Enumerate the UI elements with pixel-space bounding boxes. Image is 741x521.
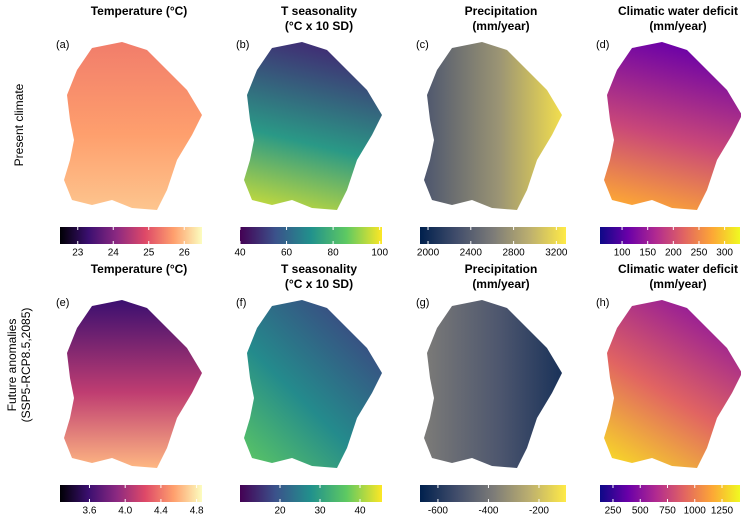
panel-letter: (a) bbox=[56, 39, 69, 51]
colorbar bbox=[420, 485, 566, 502]
colorbar-tick-label: 750 bbox=[659, 506, 676, 516]
colorbar-tick-label: 23 bbox=[72, 248, 84, 259]
panel-title: T seasonality bbox=[281, 262, 357, 276]
colorbar bbox=[240, 227, 382, 244]
colorbar bbox=[60, 485, 202, 502]
colorbar-tick-label: 100 bbox=[614, 248, 631, 259]
colorbar-tick-label: 25 bbox=[143, 248, 155, 259]
colorbar-tick-label: 1000 bbox=[684, 506, 707, 516]
panel-title: (°C x 10 SD) bbox=[285, 277, 353, 291]
colorbar bbox=[420, 227, 566, 244]
panel-letter: (e) bbox=[56, 297, 69, 309]
colorbar bbox=[600, 485, 740, 502]
map bbox=[604, 42, 741, 210]
panel-title: Climatic water deficit bbox=[618, 262, 738, 276]
panel-title: (mm/year) bbox=[472, 19, 529, 33]
colorbar-tick-label: 1250 bbox=[711, 506, 734, 516]
colorbar-tick-label: -600 bbox=[428, 506, 448, 516]
row-label: (SSP5-RCP8.5,2085) bbox=[19, 308, 33, 423]
panel-letter: (c) bbox=[416, 39, 429, 51]
map bbox=[244, 300, 382, 468]
colorbar-tick-label: 500 bbox=[632, 506, 649, 516]
panel-title: Climatic water deficit bbox=[618, 4, 738, 18]
colorbar-tick-label: -200 bbox=[529, 506, 549, 516]
colorbar-tick-label: 26 bbox=[179, 248, 191, 259]
panel-letter: (d) bbox=[596, 39, 609, 51]
colorbar-tick-label: 80 bbox=[328, 248, 340, 259]
colorbar-tick-label: 4.8 bbox=[190, 506, 204, 516]
map bbox=[64, 300, 202, 468]
colorbar-tick-label: 2400 bbox=[460, 248, 483, 259]
figure: Present climate Future anomalies(SSP5-RCP… bbox=[0, 0, 741, 516]
colorbar-tick-label: 40 bbox=[234, 248, 246, 259]
row-label: Future anomalies bbox=[5, 319, 19, 412]
colorbar-tick-label: 30 bbox=[314, 506, 326, 516]
colorbar-tick-label: 250 bbox=[605, 506, 622, 516]
colorbar-tick-label: 150 bbox=[639, 248, 656, 259]
colorbar-tick-label: 24 bbox=[108, 248, 120, 259]
map bbox=[244, 42, 382, 210]
map bbox=[604, 300, 741, 468]
panel-letter: (h) bbox=[596, 297, 609, 309]
panel-title: (mm/year) bbox=[472, 277, 529, 291]
panel-title: (mm/year) bbox=[649, 277, 706, 291]
panel-title: Temperature (°C) bbox=[91, 4, 188, 18]
colorbar-tick-label: 3.6 bbox=[83, 506, 97, 516]
map bbox=[424, 300, 562, 468]
panel-title: Precipitation bbox=[465, 262, 538, 276]
colorbar bbox=[240, 485, 382, 502]
panel-letter: (b) bbox=[236, 39, 249, 51]
row-label: Present climate bbox=[12, 83, 26, 166]
panel-letter: (f) bbox=[236, 297, 246, 309]
colorbar bbox=[60, 227, 202, 244]
colorbar-tick-label: 300 bbox=[716, 248, 733, 259]
colorbar-tick-label: 200 bbox=[665, 248, 682, 259]
colorbar-tick-label: 20 bbox=[274, 506, 286, 516]
colorbar-tick-label: 3200 bbox=[545, 248, 568, 259]
colorbar-tick-label: 250 bbox=[691, 248, 708, 259]
colorbar-tick-label: 40 bbox=[354, 506, 366, 516]
panel-title: (mm/year) bbox=[649, 19, 706, 33]
panel-letter: (g) bbox=[416, 297, 429, 309]
colorbar-tick-label: 100 bbox=[371, 248, 388, 259]
colorbar-tick-label: 60 bbox=[281, 248, 293, 259]
panel-title: Temperature (°C) bbox=[91, 262, 188, 276]
panel-title: Precipitation bbox=[465, 4, 538, 18]
colorbar-tick-label: 4.4 bbox=[154, 506, 168, 516]
panel-title: (°C x 10 SD) bbox=[285, 19, 353, 33]
panel-title: T seasonality bbox=[281, 4, 357, 18]
colorbar-tick-label: 2000 bbox=[417, 248, 440, 259]
colorbar-tick-label: 4.0 bbox=[118, 506, 132, 516]
colorbar bbox=[600, 227, 740, 244]
map bbox=[424, 42, 562, 210]
map bbox=[64, 42, 202, 210]
colorbar-tick-label: 2800 bbox=[502, 248, 525, 259]
colorbar-tick-label: -400 bbox=[478, 506, 498, 516]
